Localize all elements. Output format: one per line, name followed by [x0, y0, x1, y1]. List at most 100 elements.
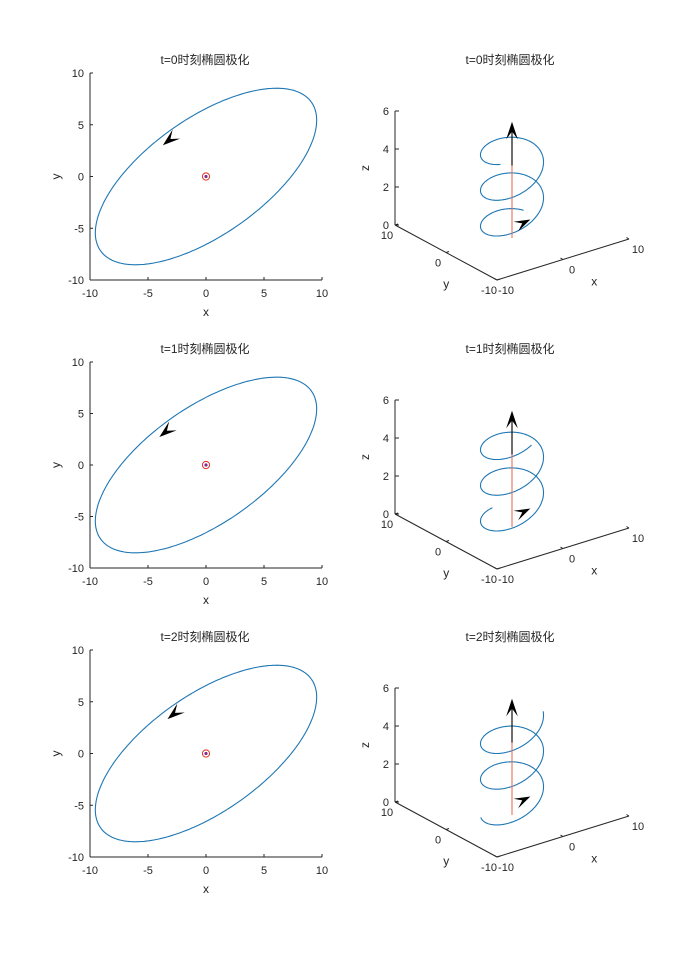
- x-tick-label: 10: [632, 533, 644, 545]
- y-axis-label: y: [49, 751, 63, 757]
- y-axis-label: y: [443, 566, 449, 580]
- y-axis-label: y: [49, 462, 63, 468]
- x-tick-label: 0: [203, 576, 209, 588]
- z-tick-label: 0: [383, 509, 389, 521]
- y-tick-label: 0: [435, 258, 441, 270]
- field-vector-arrowhead: [506, 410, 518, 429]
- x-axis-label: x: [591, 851, 597, 865]
- y-axis-label: y: [443, 854, 449, 868]
- helix-trajectory: [479, 431, 545, 532]
- y-tick-label: -10: [481, 574, 497, 586]
- panel-title: t=1时刻椭圆极化: [160, 341, 249, 356]
- y-tick-label: -5: [74, 223, 84, 235]
- x-tick-label: -5: [143, 576, 153, 588]
- x-tick-mark: [494, 278, 498, 281]
- y-tick-mark: [496, 278, 501, 281]
- x-tick-mark: [626, 526, 630, 529]
- x-axis-label: x: [203, 305, 209, 319]
- x-axis-label: x: [591, 563, 597, 577]
- z-tick-label: 4: [383, 433, 389, 445]
- x-axis-label: x: [591, 274, 597, 288]
- panel-2d-t2: t=2时刻椭圆极化 -10 -5 0 5 10 -10 -5 0 5 10 x y: [49, 629, 328, 896]
- z-tick-label: 4: [383, 721, 389, 733]
- ellipse-trajectory: [94, 87, 318, 266]
- x-tick-label: 5: [261, 576, 267, 588]
- z-tick-label: 2: [383, 471, 389, 483]
- x-tick-mark: [494, 567, 498, 570]
- y-tick-mark: [445, 828, 450, 830]
- x-tick-label: -10: [82, 576, 98, 588]
- z-tick-label: 0: [383, 797, 389, 809]
- y-tick-label: 0: [435, 835, 441, 847]
- y-tick-label: -10: [68, 852, 84, 864]
- y-tick-label: -5: [74, 800, 84, 812]
- y-tick-mark: [445, 540, 450, 542]
- panel-title: t=2时刻椭圆极化: [465, 629, 554, 644]
- origin-ring-marker: [201, 172, 211, 181]
- y-tick-label: 10: [72, 645, 84, 657]
- y-tick-mark: [496, 567, 501, 570]
- y-tick-label: 0: [78, 749, 84, 761]
- z-tick-label: 0: [383, 220, 389, 232]
- z-axis-label: z: [358, 165, 372, 171]
- x-tick-label: 0: [569, 554, 575, 566]
- y-tick-label: -5: [74, 512, 84, 524]
- x-tick-label: 0: [203, 288, 209, 300]
- y-tick-label: -10: [68, 563, 84, 575]
- origin-dot-marker: [204, 174, 208, 179]
- y-tick-label: 0: [78, 460, 84, 472]
- x-tick-label: -10: [498, 574, 514, 586]
- y-tick-label: -10: [481, 862, 497, 874]
- polarization-direction-arrow: [513, 796, 531, 809]
- ellipse-trajectory: [94, 664, 318, 843]
- y-tick-label: 10: [381, 807, 393, 819]
- x-tick-mark: [626, 814, 630, 817]
- y-tick-label: 0: [435, 547, 441, 559]
- x-tick-label: 10: [316, 865, 328, 877]
- x-tick-label: -10: [82, 288, 98, 300]
- x-axis-label: x: [203, 593, 209, 607]
- y-tick-label: 10: [381, 519, 393, 531]
- x-tick-label: 10: [316, 288, 328, 300]
- x-tick-label: 0: [569, 842, 575, 854]
- z-tick-label: 2: [383, 759, 389, 771]
- x-tick-label: -5: [143, 865, 153, 877]
- polarization-direction-arrow: [513, 219, 531, 232]
- origin-ring-marker: [201, 460, 211, 470]
- x-axis-label: x: [203, 882, 209, 896]
- y-tick-label: -10: [481, 285, 497, 297]
- polarization-direction-arrow: [513, 508, 531, 521]
- panel-title: t=0时刻椭圆极化: [465, 52, 554, 67]
- field-vector-arrowhead: [506, 121, 518, 140]
- y-tick-label: 0: [78, 172, 84, 184]
- x-tick-label: -10: [498, 285, 514, 297]
- y-tick-label: 10: [72, 68, 84, 80]
- x-tick-mark: [560, 834, 564, 837]
- y-tick-label: 5: [78, 697, 84, 709]
- y-tick-mark: [445, 251, 450, 253]
- x-tick-mark: [560, 546, 564, 549]
- x-tick-mark: [626, 237, 630, 240]
- origin-ring-marker: [201, 749, 211, 758]
- y-tick-label: 10: [381, 230, 393, 242]
- y-tick-label: 5: [78, 409, 84, 421]
- z-tick-label: 2: [383, 182, 389, 194]
- helix-trajectory: [479, 711, 545, 826]
- origin-dot-marker: [204, 463, 208, 467]
- x-tick-label: 10: [316, 576, 328, 588]
- panel-2d-t1: t=1时刻椭圆极化 -10 -5 0 5 10 -10 -5 0 5 10 x y: [49, 341, 328, 607]
- panel-title: t=0时刻椭圆极化: [160, 52, 249, 67]
- ellipse-trajectory: [94, 376, 318, 554]
- rotation-direction-arrow: [162, 129, 181, 146]
- rotation-direction-arrow: [167, 703, 185, 720]
- rotation-direction-arrow: [159, 421, 177, 438]
- panel-2d-t0: t=0时刻椭圆极化 -10 -5 0 5 10 -10 -5 0 5 10 x y: [49, 52, 328, 319]
- z-tick-label: 6: [383, 395, 389, 407]
- z-tick-label: 4: [383, 144, 389, 156]
- x-tick-label: -10: [82, 865, 98, 877]
- z-tick-label: 6: [383, 683, 389, 695]
- x-tick-label: -10: [498, 862, 514, 874]
